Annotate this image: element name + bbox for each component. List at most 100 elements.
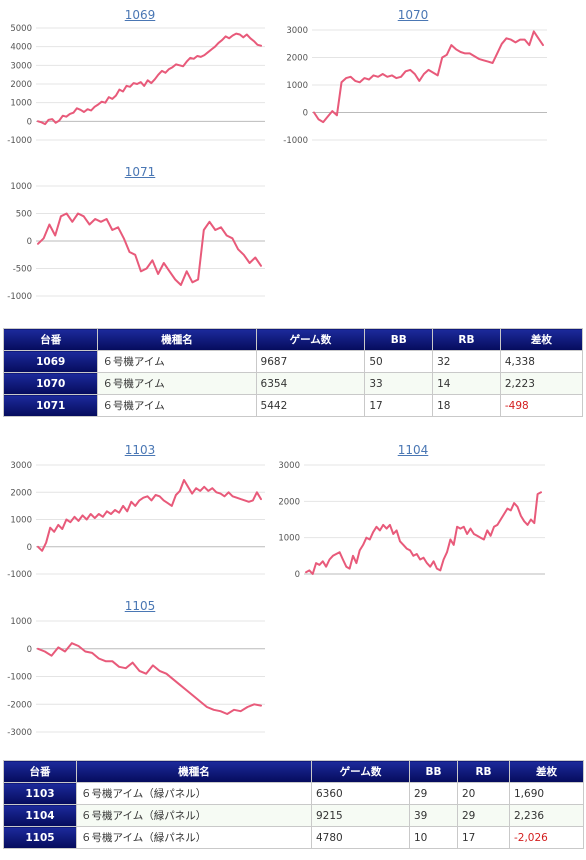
bb-cell: 50 [364, 350, 434, 373]
y-tick-label: 3000 [10, 461, 32, 471]
graph-title-1071[interactable]: 1071 [124, 165, 156, 179]
graph-1104: 1104 3000 2000 1000 0 [270, 435, 570, 585]
table-header-row: 台番 機種名 ゲーム数 BB RB 差枚 [2, 328, 584, 351]
graph-title-1069[interactable]: 1069 [124, 8, 156, 22]
graph-title-1103[interactable]: 1103 [124, 443, 156, 457]
graph-1105-svg: 1000 0 -1000 -2000 -3000 [7, 617, 265, 738]
model-name-cell: ６号機アイム [97, 394, 257, 417]
machine-table-2: 台番 機種名 ゲーム数 BB RB 差枚 1103 ６号機アイム（緑パネル） 6… [3, 760, 584, 849]
y-tick-label: -1000 [7, 570, 32, 580]
table-row: 1105 ６号機アイム（緑パネル） 4780 10 17 -2,026 [3, 826, 584, 849]
model-name-cell: ６号機アイム（緑パネル） [76, 804, 312, 827]
model-name-cell: ６号機アイム（緑パネル） [76, 782, 312, 805]
y-tick-label: -1000 [7, 673, 32, 683]
y-tick-label: 5000 [10, 24, 32, 34]
series-line [37, 212, 262, 286]
machine-no-cell[interactable]: 1069 [2, 350, 99, 373]
y-tick-label: 0 [27, 117, 32, 127]
bb-cell: 17 [364, 394, 434, 417]
header-bb[interactable]: BB [364, 328, 434, 351]
header-rb[interactable]: RB [457, 760, 510, 783]
y-tick-label: 2000 [286, 54, 308, 64]
bb-cell: 33 [364, 372, 434, 395]
y-tick-label: 1000 [286, 81, 308, 91]
games-cell: 5442 [255, 394, 366, 417]
model-name-cell: ６号機アイム（緑パネル） [76, 826, 312, 849]
bb-cell: 10 [409, 826, 458, 849]
bb-cell: 39 [409, 804, 458, 827]
rb-cell: 14 [432, 372, 501, 395]
games-cell: 6360 [311, 782, 410, 805]
graph-title-1105[interactable]: 1105 [124, 599, 156, 613]
machine-no-cell[interactable]: 1071 [2, 394, 99, 417]
header-diff[interactable]: 差枚 [509, 760, 584, 783]
header-model-name[interactable]: 機種名 [97, 328, 257, 351]
machine-no-cell[interactable]: 1104 [3, 804, 77, 827]
series-line [305, 491, 542, 575]
games-cell: 6354 [255, 372, 366, 395]
rb-cell: 17 [457, 826, 510, 849]
games-cell: 9687 [255, 350, 366, 373]
rb-cell: 18 [432, 394, 501, 417]
y-tick-label: 0 [27, 237, 32, 247]
y-tick-label: 0 [27, 543, 32, 553]
machine-no-cell[interactable]: 1105 [3, 826, 77, 849]
graph-1105: 1105 1000 0 -1000 -2000 -3000 [0, 592, 270, 742]
y-tick-label: 1000 [10, 182, 32, 192]
table-row: 1103 ６号機アイム（緑パネル） 6360 29 20 1,690 [3, 782, 584, 805]
diff-cell: 2,236 [509, 804, 584, 827]
graph-title-1104[interactable]: 1104 [397, 443, 429, 457]
y-tick-label: -1000 [7, 136, 32, 146]
y-tick-label: 0 [303, 109, 308, 119]
header-games[interactable]: ゲーム数 [255, 328, 366, 351]
table-row: 1071 ６号機アイム 5442 17 18 -498 [2, 394, 584, 417]
graph-1069-svg: 5000 4000 3000 2000 1000 0 -1000 [7, 24, 265, 146]
header-machine-no[interactable]: 台番 [3, 760, 77, 783]
header-rb[interactable]: RB [432, 328, 501, 351]
series-line [37, 479, 262, 552]
diff-cell: 4,338 [499, 350, 584, 373]
graph-1071-svg: 1000 500 0 -500 -1000 [7, 182, 265, 302]
y-tick-label: 2000 [10, 488, 32, 498]
rb-cell: 32 [432, 350, 501, 373]
bb-cell: 29 [409, 782, 458, 805]
y-tick-label: 3000 [278, 461, 300, 471]
table-row: 1069 ６号機アイム 9687 50 32 4,338 [2, 350, 584, 373]
y-tick-label: 500 [16, 210, 32, 220]
y-tick-label: 1000 [10, 99, 32, 109]
header-bb[interactable]: BB [409, 760, 458, 783]
diff-cell: -498 [499, 394, 584, 417]
graph-1104-svg: 3000 2000 1000 0 [278, 461, 545, 580]
header-games[interactable]: ゲーム数 [311, 760, 410, 783]
machine-table-1: 台番 機種名 ゲーム数 BB RB 差枚 1069 ６号機アイム 9687 50… [2, 328, 584, 417]
y-tick-label: 0 [27, 645, 32, 655]
graph-1069: 1069 5000 4000 3000 2000 1000 0 -1000 [0, 0, 270, 150]
machine-no-cell[interactable]: 1070 [2, 372, 99, 395]
diff-cell: 2,223 [499, 372, 584, 395]
graph-1103: 1103 3000 2000 1000 0 -1000 [0, 435, 270, 585]
model-name-cell: ６号機アイム [97, 350, 257, 373]
table-row: 1070 ６号機アイム 6354 33 14 2,223 [2, 372, 584, 395]
y-tick-label: 2000 [10, 80, 32, 90]
header-model-name[interactable]: 機種名 [76, 760, 312, 783]
series-line [37, 642, 262, 715]
graph-1071: 1071 1000 500 0 -500 -1000 [0, 160, 270, 310]
rb-cell: 20 [457, 782, 510, 805]
graph-1070-svg: 3000 2000 1000 0 -1000 [283, 26, 547, 146]
machine-no-cell[interactable]: 1103 [3, 782, 77, 805]
y-tick-label: 1000 [10, 516, 32, 526]
graph-title-1070[interactable]: 1070 [397, 8, 429, 22]
y-tick-label: -3000 [7, 728, 32, 738]
y-tick-label: 1000 [278, 534, 300, 544]
series-line [313, 30, 544, 124]
graph-1103-svg: 3000 2000 1000 0 -1000 [7, 461, 265, 580]
header-diff[interactable]: 差枚 [499, 328, 584, 351]
diff-cell: 1,690 [509, 782, 584, 805]
y-tick-label: -500 [13, 265, 32, 275]
y-tick-label: 4000 [10, 43, 32, 53]
y-tick-label: -1000 [283, 136, 308, 146]
header-machine-no[interactable]: 台番 [2, 328, 99, 351]
table-row: 1104 ６号機アイム（緑パネル） 9215 39 29 2,236 [3, 804, 584, 827]
diff-cell: -2,026 [509, 826, 584, 849]
graph-1070: 1070 3000 2000 1000 0 -1000 [280, 0, 570, 150]
